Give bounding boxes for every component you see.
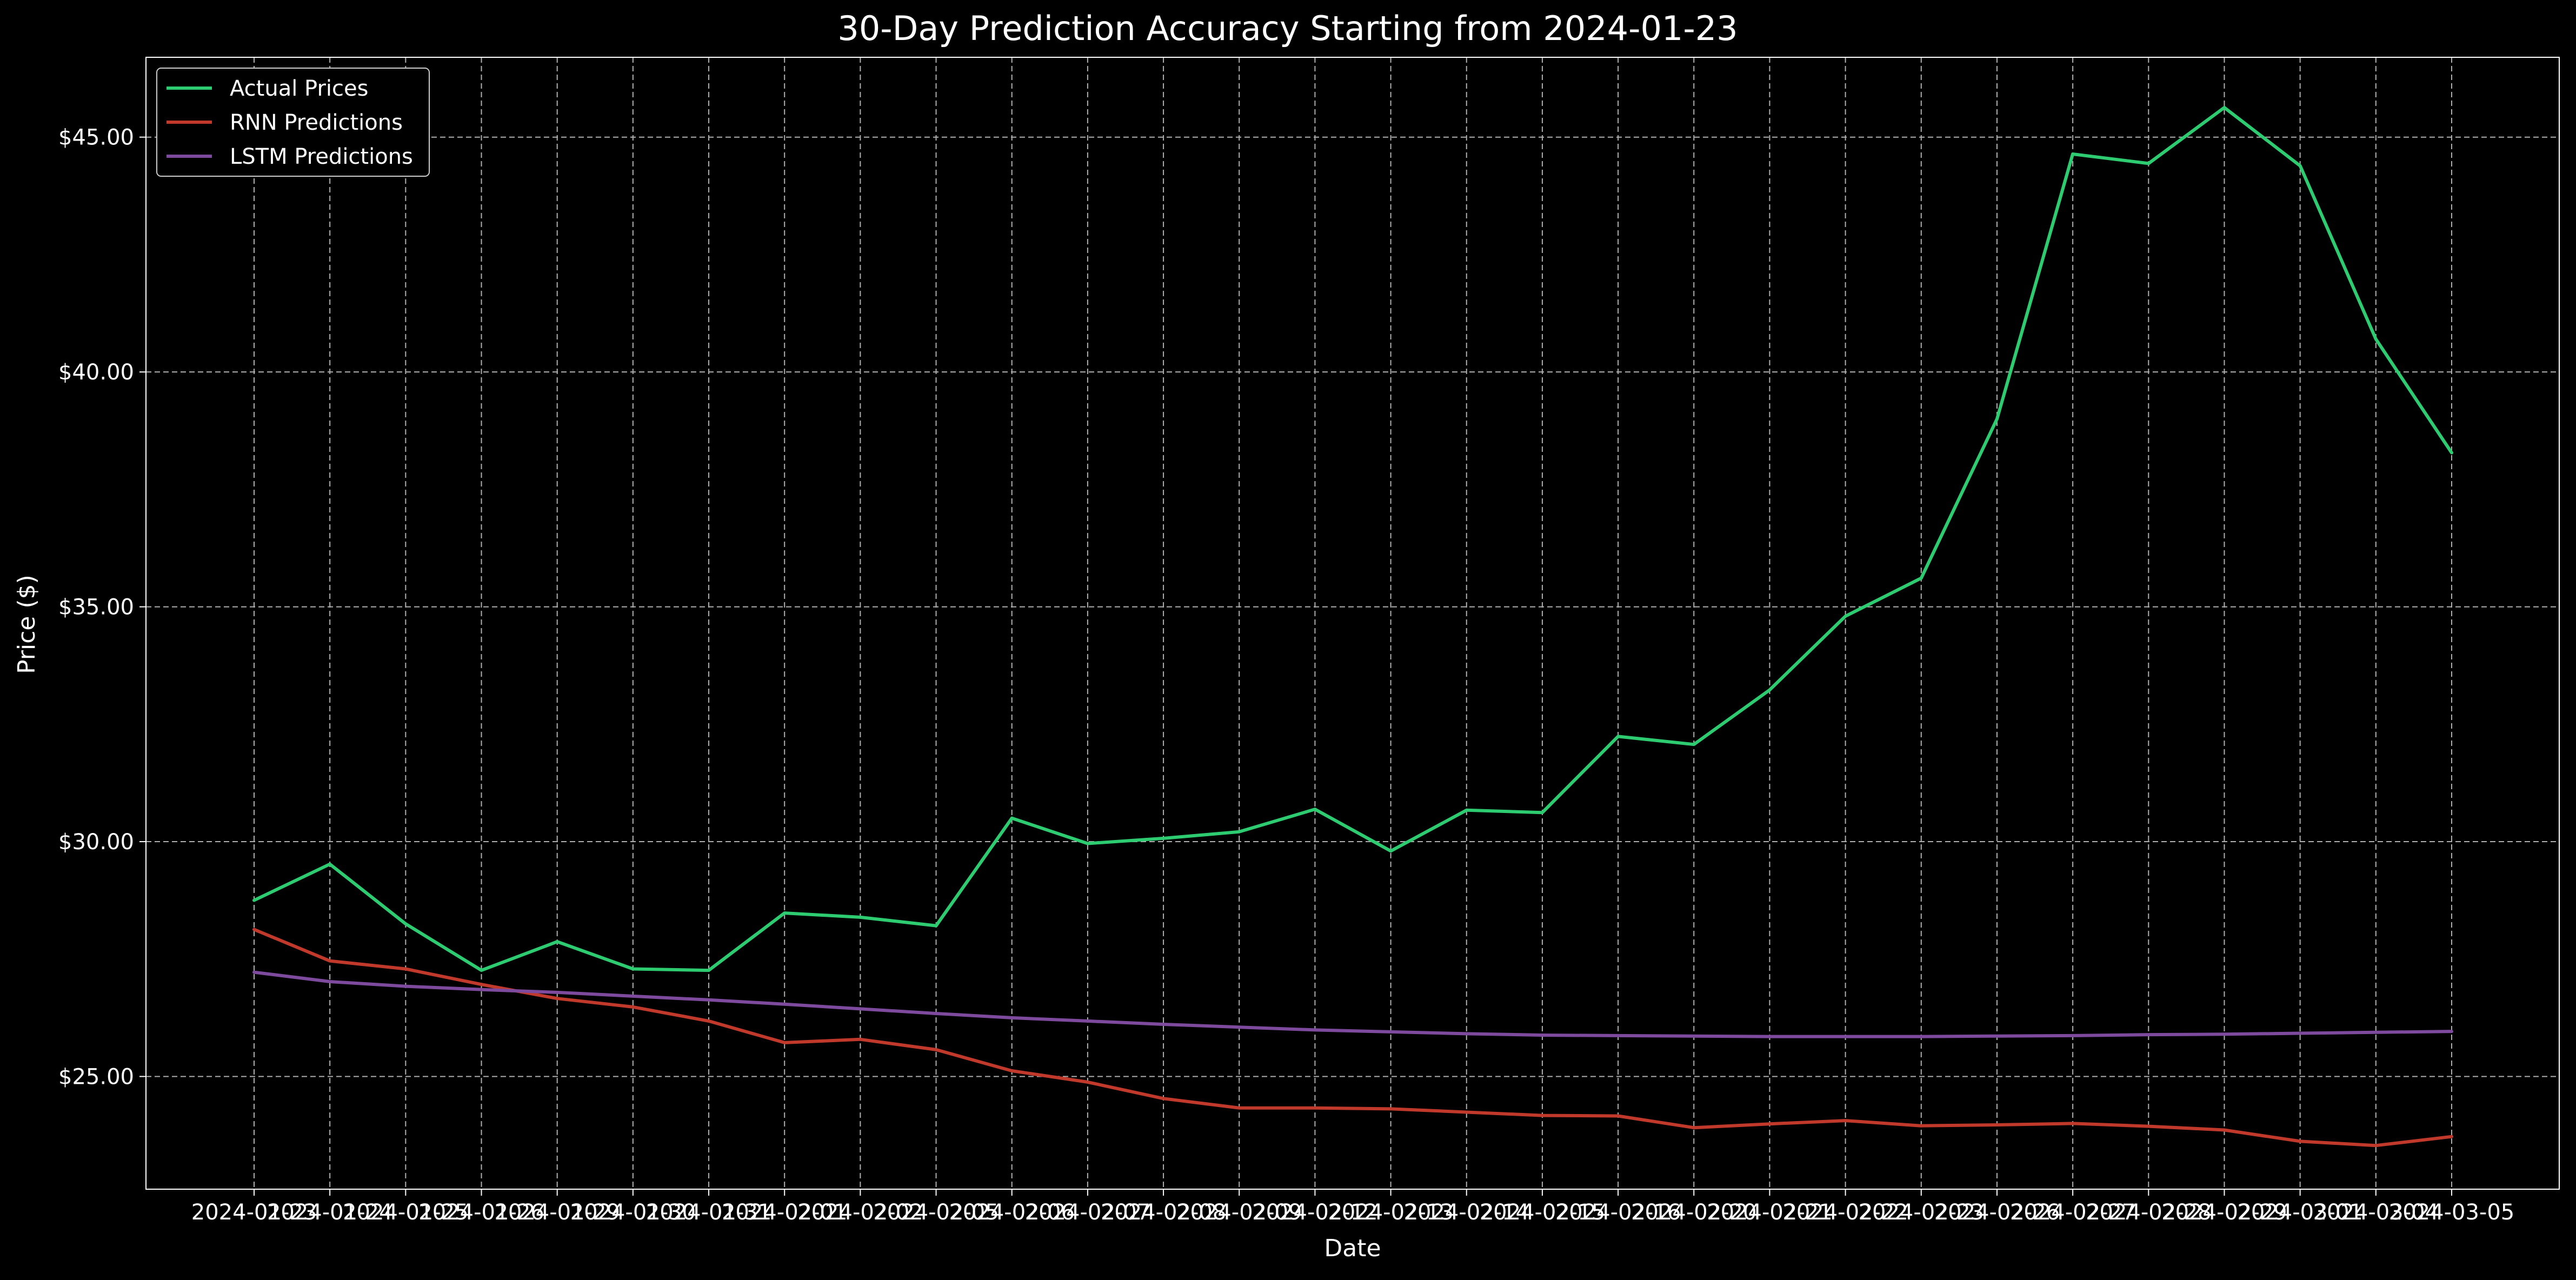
x-tick-label: 2024-01-30 bbox=[570, 1200, 696, 1225]
plot-frame bbox=[145, 57, 2560, 1190]
y-tick-label: $35.00 bbox=[58, 595, 134, 620]
x-tick-label: 2024-01-23 bbox=[191, 1200, 317, 1225]
series-line-rnn-predictions bbox=[252, 928, 2453, 1148]
y-axis-label: Price ($) bbox=[13, 575, 41, 674]
x-tick-label: 2024-02-22 bbox=[1782, 1200, 1908, 1225]
x-tick-label: 2024-01-29 bbox=[494, 1200, 620, 1225]
x-tick-label: 2024-02-05 bbox=[873, 1200, 999, 1225]
chart-title: 30-Day Prediction Accuracy Starting from… bbox=[837, 9, 1738, 48]
x-tick-label: 2024-02-15 bbox=[1480, 1200, 1605, 1225]
grid bbox=[146, 57, 2559, 1189]
x-tick-label: 2024-02-12 bbox=[1252, 1200, 1377, 1225]
x-tick-label: 2024-02-08 bbox=[1101, 1200, 1226, 1225]
legend-box bbox=[156, 68, 430, 177]
x-tick-label: 2024-02-21 bbox=[1707, 1200, 1832, 1225]
x-tick-label: 2024-02-23 bbox=[1859, 1200, 1984, 1225]
x-tick-label: 2024-02-14 bbox=[1404, 1200, 1529, 1225]
x-tick-label: 2024-02-16 bbox=[1555, 1200, 1681, 1225]
x-tick-label: 2024-02-26 bbox=[1934, 1200, 2060, 1225]
legend: Actual Prices RNN Predictions LSTM Predict… bbox=[156, 68, 430, 177]
series-group bbox=[252, 106, 2453, 1148]
x-tick-label: 2024-01-24 bbox=[267, 1200, 392, 1225]
x-tick-label: 2024-02-13 bbox=[1328, 1200, 1453, 1225]
x-tick-label: 2024-02-29 bbox=[2161, 1200, 2287, 1225]
y-tick-label: $30.00 bbox=[58, 830, 134, 855]
series-line-lstm-predictions bbox=[252, 970, 2453, 1038]
legend-label: Actual Prices bbox=[230, 76, 368, 101]
x-tick-label: 2024-02-01 bbox=[722, 1200, 847, 1225]
x-tick-label: 2024-01-26 bbox=[418, 1200, 544, 1225]
x-tick-label: 2024-02-09 bbox=[1176, 1200, 1302, 1225]
x-tick-label: 2024-03-05 bbox=[2389, 1200, 2514, 1225]
series-line-actual-prices bbox=[252, 106, 2453, 972]
x-axis-label: Date bbox=[1324, 1235, 1381, 1262]
x-tick-label: 2024-02-20 bbox=[1631, 1200, 1756, 1225]
x-tick-label: 2024-01-25 bbox=[343, 1200, 468, 1225]
axis-ticks: 2024-01-232024-01-242024-01-252024-01-26… bbox=[58, 125, 2514, 1225]
x-tick-label: 2024-02-27 bbox=[2010, 1200, 2135, 1225]
x-tick-label: 2024-03-01 bbox=[2237, 1200, 2362, 1225]
legend-label: LSTM Predictions bbox=[230, 144, 413, 169]
x-tick-label: 2024-01-31 bbox=[646, 1200, 771, 1225]
y-tick-label: $25.00 bbox=[58, 1064, 134, 1089]
x-tick-label: 2024-02-28 bbox=[2086, 1200, 2211, 1225]
x-tick-label: 2024-03-04 bbox=[2313, 1200, 2439, 1225]
x-tick-label: 2024-02-02 bbox=[797, 1200, 923, 1225]
y-tick-label: $40.00 bbox=[58, 360, 134, 385]
x-tick-label: 2024-02-06 bbox=[949, 1200, 1074, 1225]
legend-label: RNN Predictions bbox=[230, 110, 403, 135]
y-tick-label: $45.00 bbox=[58, 125, 134, 150]
x-tick-label: 2024-02-07 bbox=[1025, 1200, 1150, 1225]
